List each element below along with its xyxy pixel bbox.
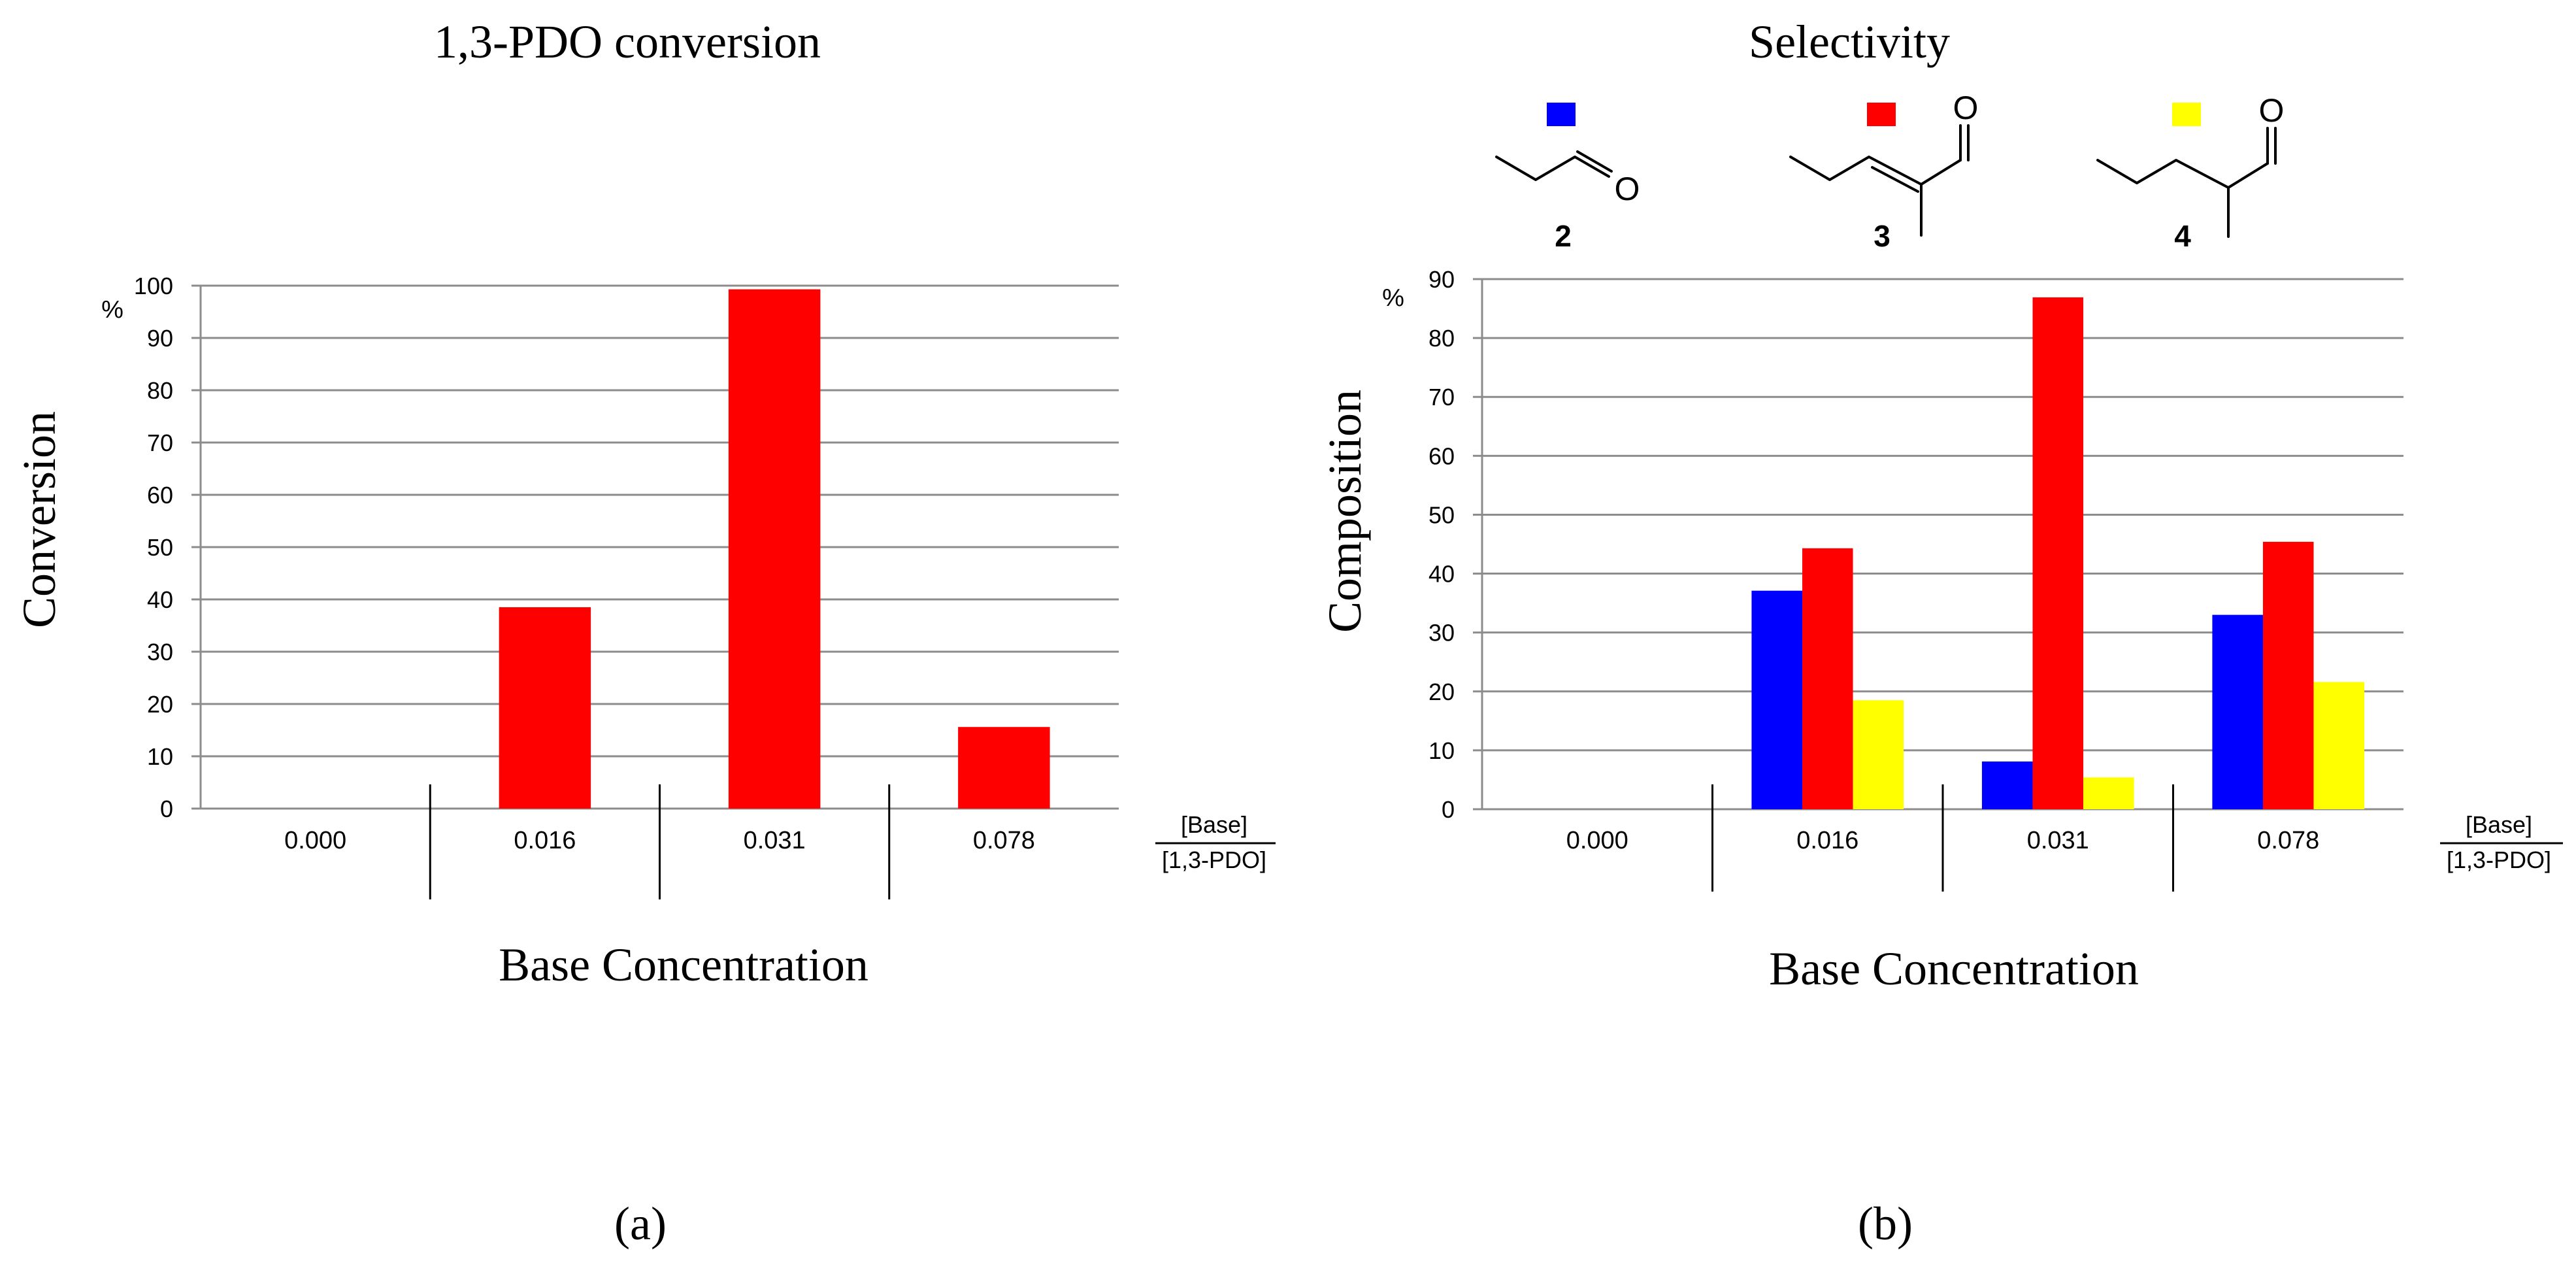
y-tick-label: 70 bbox=[147, 429, 173, 456]
chart-a-title: 1,3-PDO conversion bbox=[434, 16, 821, 68]
chart-a-x-ratio: [Base] [1,3-PDO] bbox=[1155, 811, 1276, 873]
legend-item-4: O 4 bbox=[2096, 92, 2285, 253]
legend-swatch-2 bbox=[1547, 103, 1576, 126]
structure-4: O bbox=[2096, 92, 2285, 238]
chart-b-ratio-numerator: [Base] bbox=[2466, 811, 2532, 838]
bar-4-0.031 bbox=[2083, 777, 2134, 809]
bar-3-0.031 bbox=[2032, 297, 2084, 809]
chart-b-xlabel: Base Concentration bbox=[1769, 943, 2139, 995]
x-tick-label: 0.031 bbox=[744, 827, 806, 854]
x-tick-label: 0.016 bbox=[1796, 827, 1858, 854]
legend-label-3: 3 bbox=[1874, 219, 1891, 253]
y-tick-label: 70 bbox=[1428, 384, 1455, 410]
y-tick-label: 0 bbox=[160, 795, 173, 822]
chart-a-ratio-numerator: [Base] bbox=[1181, 811, 1247, 838]
y-tick-label: 80 bbox=[147, 377, 173, 404]
chart-a-ylabel: Conversion bbox=[13, 411, 65, 628]
bar-conversion-0.078 bbox=[958, 727, 1050, 809]
chart-a-ratio-denominator: [1,3-PDO] bbox=[1162, 846, 1266, 873]
y-tick-label: 0 bbox=[1442, 796, 1455, 823]
y-tick-label: 60 bbox=[147, 482, 173, 509]
structure-3: O bbox=[1789, 90, 1979, 237]
y-tick-label: 30 bbox=[1428, 620, 1455, 646]
y-tick-label: 90 bbox=[1428, 266, 1455, 293]
y-tick-label: 10 bbox=[147, 743, 173, 770]
bar-4-0.016 bbox=[1853, 700, 1904, 809]
bar-conversion-0.031 bbox=[728, 289, 821, 809]
y-tick-label: 10 bbox=[1428, 737, 1455, 764]
y-tick-label: 80 bbox=[1428, 325, 1455, 352]
chart-b-x-ticks: 0.000 0.016 0.031 0.078 bbox=[1566, 827, 2320, 854]
chart-a-y-unit: % bbox=[101, 296, 124, 324]
y-tick-label: 20 bbox=[147, 691, 173, 718]
legend-swatch-3 bbox=[1867, 103, 1896, 126]
chart-b-category-separators bbox=[1711, 784, 2174, 892]
chart-a-xlabel: Base Concentration bbox=[499, 939, 868, 991]
x-tick-label: 0.078 bbox=[973, 827, 1035, 854]
bar-2-0.031 bbox=[1981, 762, 2033, 809]
x-tick-label: 0.031 bbox=[2027, 827, 2089, 854]
x-tick-label: 0.000 bbox=[284, 827, 346, 854]
bar-conversion-0.016 bbox=[499, 607, 591, 809]
chart-a-category-separators bbox=[429, 784, 891, 899]
y-tick-label: 60 bbox=[1428, 443, 1455, 469]
legend-item-3: O 3 bbox=[1789, 90, 1979, 253]
x-tick-label: 0.078 bbox=[2257, 827, 2319, 854]
legend-label-2: 2 bbox=[1555, 219, 1572, 253]
chart-a-gridlines bbox=[201, 284, 1119, 810]
chart-b-x-ratio: [Base] [1,3-PDO] bbox=[2440, 811, 2563, 873]
structure-3-oxygen: O bbox=[1953, 90, 1979, 126]
chart-b-legend: O 2 O 3 bbox=[1495, 90, 2285, 253]
bar-2-0.078 bbox=[2212, 614, 2263, 809]
chart-a-panel-label: (a) bbox=[614, 1197, 667, 1250]
chart-b-title: Selectivity bbox=[1749, 16, 1950, 68]
legend-label-4: 4 bbox=[2174, 219, 2191, 253]
x-tick-label: 0.000 bbox=[1566, 827, 1628, 854]
y-tick-label: 20 bbox=[1428, 678, 1455, 705]
legend-item-2: O 2 bbox=[1495, 103, 1640, 253]
chart-conversion: 1,3-PDO conversion Conversion % 0 10 20 30 4… bbox=[13, 16, 1276, 1250]
chart-b-panel-label: (b) bbox=[1858, 1197, 1913, 1250]
chart-a-y-ticks: 0 10 20 30 40 50 60 70 80 90 100 bbox=[134, 273, 202, 822]
chart-a-bars bbox=[499, 289, 1050, 809]
y-tick-label: 50 bbox=[147, 534, 173, 561]
bar-4-0.078 bbox=[2313, 682, 2365, 809]
legend-swatch-4 bbox=[2172, 103, 2201, 126]
chart-a-x-ticks: 0.000 0.016 0.031 0.078 bbox=[284, 827, 1035, 854]
chart-b-y-unit: % bbox=[1382, 284, 1404, 312]
chart-b-ratio-denominator: [1,3-PDO] bbox=[2447, 846, 2551, 873]
y-tick-label: 40 bbox=[1428, 561, 1455, 588]
structure-2-oxygen: O bbox=[1615, 171, 1640, 207]
chart-b-bars bbox=[1751, 297, 2365, 809]
chart-b-y-ticks: 0 10 20 30 40 50 60 70 80 90 bbox=[1428, 266, 1483, 823]
y-tick-label: 40 bbox=[147, 586, 173, 613]
y-tick-label: 30 bbox=[147, 639, 173, 665]
chart-b-ylabel: Composition bbox=[1319, 390, 1371, 633]
y-tick-label: 90 bbox=[147, 325, 173, 352]
structure-4-oxygen: O bbox=[2259, 92, 2285, 129]
x-tick-label: 0.016 bbox=[514, 827, 576, 854]
structure-2: O bbox=[1495, 150, 1640, 207]
y-tick-label: 50 bbox=[1428, 501, 1455, 528]
bar-2-0.016 bbox=[1751, 590, 1802, 809]
bar-3-0.016 bbox=[1802, 548, 1853, 809]
y-tick-label: 100 bbox=[134, 273, 173, 299]
chart-selectivity: Selectivity O 2 bbox=[1319, 16, 2563, 1250]
bar-3-0.078 bbox=[2262, 541, 2314, 809]
